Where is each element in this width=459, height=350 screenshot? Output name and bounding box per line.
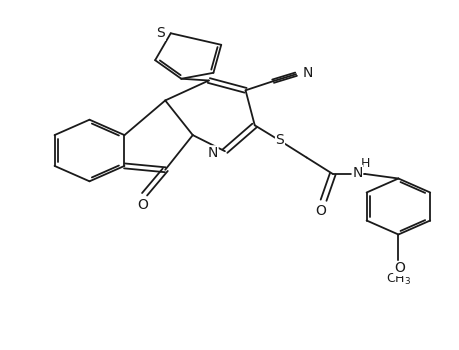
Text: N: N <box>352 166 363 180</box>
Text: H: H <box>361 157 370 170</box>
Text: S: S <box>275 133 285 147</box>
Text: N: N <box>207 146 218 160</box>
Text: O: O <box>315 204 326 218</box>
Text: S: S <box>157 26 165 40</box>
Text: CH$_3$: CH$_3$ <box>386 272 411 287</box>
Text: O: O <box>394 261 405 275</box>
Text: N: N <box>302 66 313 80</box>
Text: O: O <box>137 198 148 212</box>
